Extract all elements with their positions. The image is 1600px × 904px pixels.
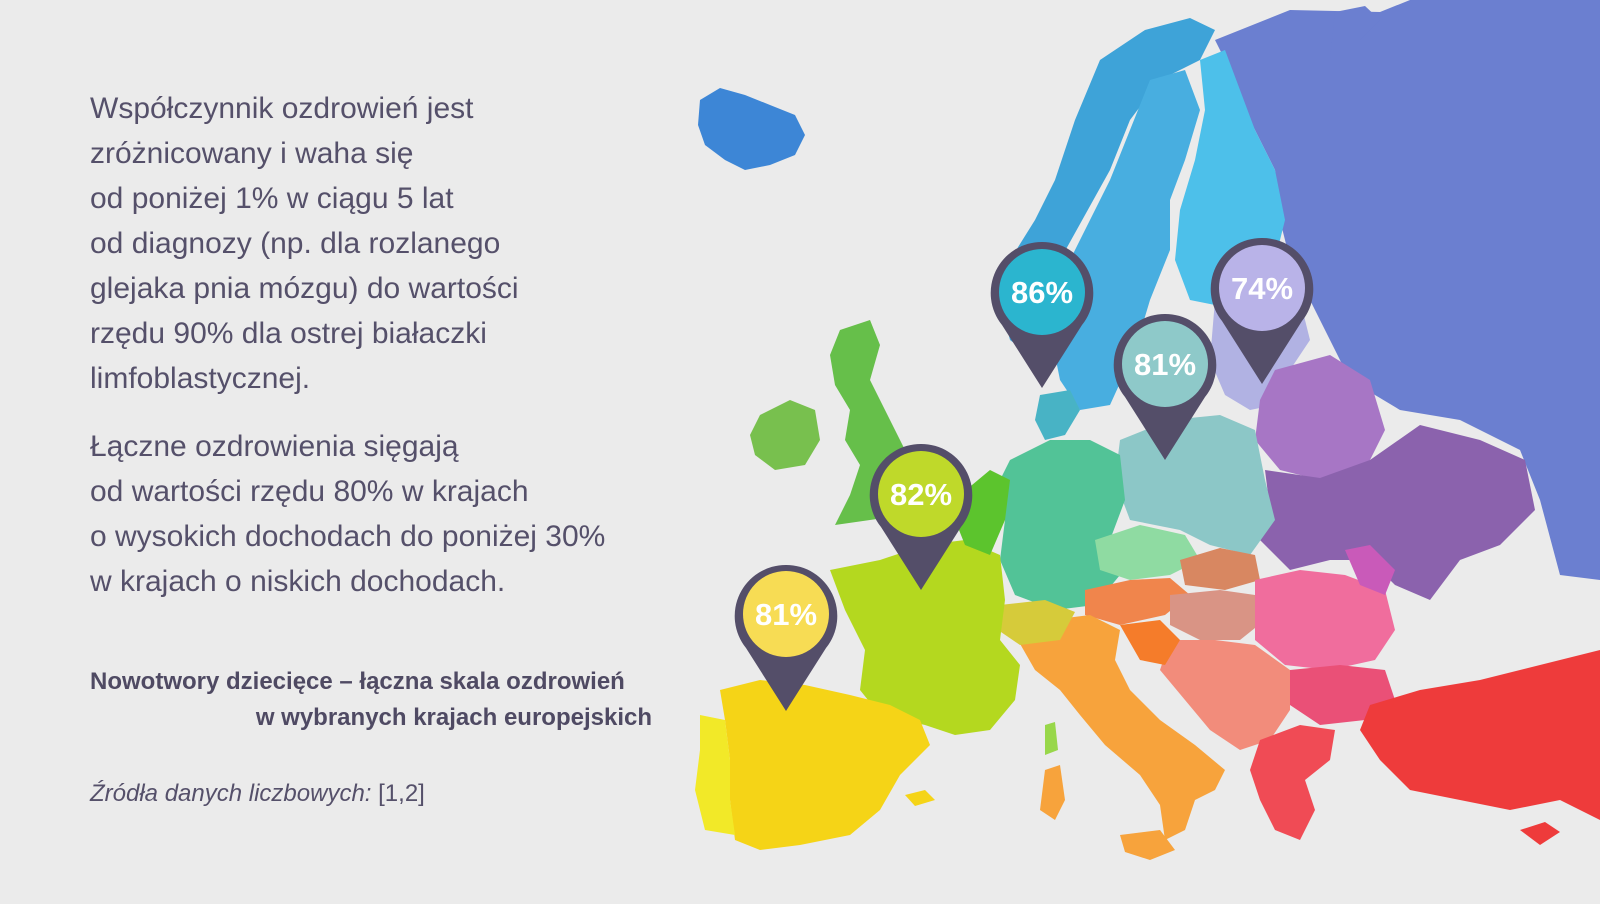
region-poland: [1115, 415, 1275, 555]
text-line: glejaka pnia mózgu) do wartości: [90, 272, 519, 305]
pin-74: 74%: [1210, 237, 1314, 384]
caption-line-2: w wybranych krajach europejskich: [255, 704, 652, 731]
region-romania: [1255, 570, 1395, 670]
pin-81-west: 81%: [734, 564, 838, 711]
region-north-island: [1330, 6, 1380, 90]
region-sardinia: [1040, 765, 1065, 820]
region-germany: [995, 440, 1125, 610]
caption-line-1: Nowotwory dziecięce – łączna skala ozdro…: [90, 668, 625, 695]
region-france: [830, 540, 1020, 735]
region-spain: [720, 680, 930, 850]
text-line: od poniżej 1% w ciągu 5 lat: [90, 182, 454, 215]
pin-86-fill: [999, 249, 1085, 335]
text-line: Łączne ozdrowienia sięgają: [90, 430, 459, 463]
pin-81-west-label: 81%: [755, 597, 817, 632]
paragraph-income-comparison: Łączne ozdrowienia sięgają od wartości r…: [90, 424, 650, 604]
pin-82-label: 82%: [890, 477, 952, 512]
pin-86: 86%: [990, 241, 1094, 388]
region-balearic: [905, 790, 935, 806]
region-portugal: [695, 715, 735, 835]
sources-refs: [1,2]: [378, 780, 425, 807]
region-belarus: [1255, 355, 1385, 480]
pin-81-west-fill: [743, 571, 829, 657]
text-line: Współczynnik ozdrowień jest: [90, 92, 474, 125]
region-sicily: [1120, 830, 1175, 860]
region-ukraine: [1260, 425, 1535, 600]
text-line: rzędu 90% dla ostrej białaczki: [90, 317, 487, 350]
pin-74-label: 74%: [1231, 271, 1293, 306]
region-croatia: [1120, 620, 1180, 665]
pin-82: 82%: [869, 443, 973, 590]
text-line: od diagnozy (np. dla rozlanego: [90, 227, 501, 260]
intro-text: Współczynnik ozdrowień jest zróżnicowany…: [90, 86, 650, 627]
pin-74-fill: [1219, 245, 1305, 331]
sources-note: Źródła danych liczbowych: [1,2]: [90, 780, 425, 808]
region-ireland: [750, 400, 820, 470]
paragraph-recovery-range: Współczynnik ozdrowień jest zróżnicowany…: [90, 86, 650, 401]
region-hungary: [1170, 590, 1265, 640]
region-russia: [1215, 0, 1600, 580]
text-line: w krajach o niskich dochodach.: [90, 565, 506, 598]
region-sweden: [1050, 70, 1200, 410]
sources-label: Źródła danych liczbowych:: [90, 780, 372, 807]
pin-81-east-label: 81%: [1134, 347, 1196, 382]
pin-81-east-fill: [1122, 321, 1208, 407]
region-balkans: [1160, 640, 1290, 750]
pin-82-fill: [878, 451, 964, 537]
text-line: zróżnicowany i waha się: [90, 137, 414, 170]
map-caption: Nowotwory dziecięce – łączna skala ozdro…: [90, 664, 652, 736]
region-cyprus: [1520, 822, 1560, 845]
region-austria: [1085, 578, 1190, 625]
region-slovakia: [1180, 548, 1260, 590]
region-iceland: [698, 88, 805, 170]
region-turkey: [1360, 650, 1600, 820]
text-line: o wysokich dochodach do poniżej 30%: [90, 520, 606, 553]
text-line: od wartości rzędu 80% w krajach: [90, 475, 529, 508]
region-corsica: [1045, 722, 1058, 755]
region-moldova: [1345, 545, 1395, 595]
region-greece: [1250, 725, 1335, 840]
region-italy: [1015, 615, 1225, 840]
region-czechia: [1095, 525, 1200, 580]
pin-86-label: 86%: [1011, 275, 1073, 310]
region-switzerland: [998, 600, 1075, 645]
pin-81-east: 81%: [1113, 313, 1217, 460]
region-denmark: [1035, 390, 1080, 440]
text-line: limfoblastycznej.: [90, 362, 311, 395]
